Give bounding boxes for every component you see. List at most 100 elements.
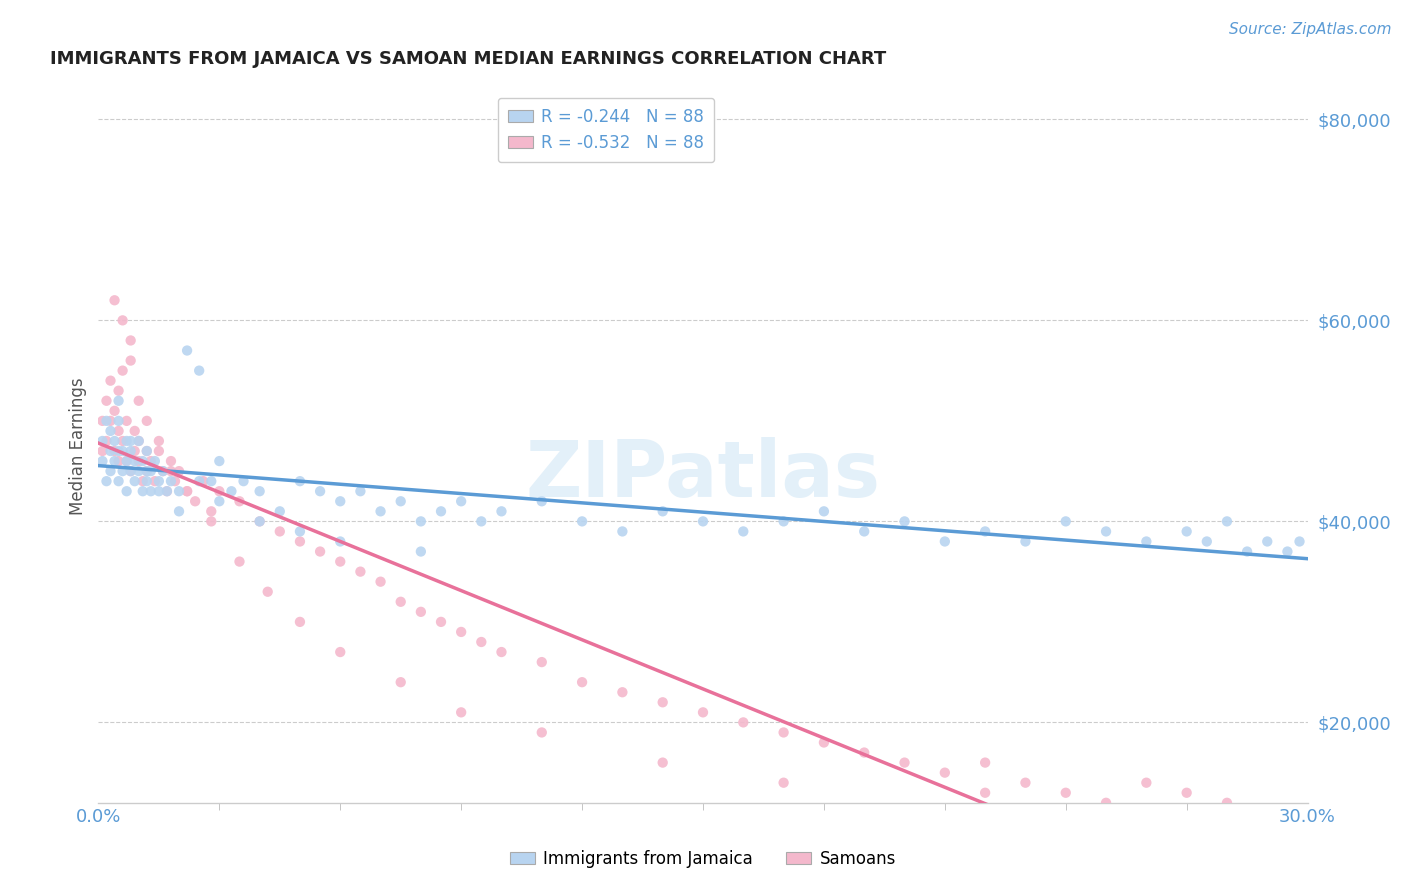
Point bbox=[256, 584, 278, 599]
Point bbox=[208, 494, 231, 508]
Point bbox=[200, 515, 222, 529]
Point bbox=[128, 464, 150, 478]
Point bbox=[470, 635, 492, 649]
Point bbox=[651, 695, 673, 709]
Point bbox=[96, 474, 118, 488]
Point bbox=[1277, 544, 1299, 558]
Point bbox=[288, 524, 311, 539]
Point bbox=[167, 484, 190, 499]
Point bbox=[974, 786, 997, 800]
Point bbox=[107, 414, 129, 428]
Point bbox=[692, 706, 714, 720]
Point bbox=[1095, 796, 1118, 810]
Point bbox=[651, 504, 673, 518]
Point bbox=[329, 534, 352, 549]
Point bbox=[200, 504, 222, 518]
Point bbox=[111, 363, 134, 377]
Point bbox=[120, 464, 142, 478]
Point bbox=[152, 464, 174, 478]
Point bbox=[156, 484, 179, 499]
Point bbox=[100, 424, 122, 438]
Point bbox=[853, 524, 876, 539]
Point bbox=[111, 444, 134, 458]
Point bbox=[288, 615, 311, 629]
Point bbox=[228, 494, 250, 508]
Point bbox=[163, 474, 186, 488]
Point bbox=[389, 595, 412, 609]
Point bbox=[135, 444, 157, 458]
Point bbox=[128, 454, 150, 468]
Point bbox=[208, 484, 231, 499]
Point bbox=[115, 414, 138, 428]
Point bbox=[1256, 534, 1278, 549]
Point bbox=[571, 675, 593, 690]
Point bbox=[111, 464, 134, 478]
Point bbox=[349, 484, 371, 499]
Point bbox=[103, 454, 125, 468]
Point bbox=[1195, 534, 1218, 549]
Point bbox=[132, 454, 155, 468]
Point bbox=[329, 645, 352, 659]
Point bbox=[249, 515, 271, 529]
Point bbox=[692, 515, 714, 529]
Point bbox=[450, 494, 472, 508]
Point bbox=[491, 504, 513, 518]
Point bbox=[167, 504, 190, 518]
Point bbox=[772, 515, 794, 529]
Point bbox=[100, 444, 122, 458]
Point bbox=[124, 424, 146, 438]
Point bbox=[651, 756, 673, 770]
Point bbox=[152, 464, 174, 478]
Point bbox=[135, 414, 157, 428]
Point bbox=[430, 615, 453, 629]
Point bbox=[100, 414, 122, 428]
Point bbox=[132, 484, 155, 499]
Point bbox=[389, 675, 412, 690]
Point bbox=[128, 434, 150, 448]
Point bbox=[288, 534, 311, 549]
Point bbox=[491, 645, 513, 659]
Point bbox=[160, 464, 183, 478]
Point bbox=[389, 494, 412, 508]
Point bbox=[107, 424, 129, 438]
Point bbox=[1288, 534, 1310, 549]
Point bbox=[139, 454, 162, 468]
Text: IMMIGRANTS FROM JAMAICA VS SAMOAN MEDIAN EARNINGS CORRELATION CHART: IMMIGRANTS FROM JAMAICA VS SAMOAN MEDIAN… bbox=[51, 50, 886, 68]
Point bbox=[269, 504, 291, 518]
Point bbox=[329, 555, 352, 569]
Point bbox=[1135, 775, 1157, 789]
Point bbox=[450, 706, 472, 720]
Legend: R = -0.244   N = 88, R = -0.532   N = 88: R = -0.244 N = 88, R = -0.532 N = 88 bbox=[498, 97, 714, 161]
Point bbox=[409, 544, 432, 558]
Point bbox=[612, 524, 634, 539]
Point bbox=[772, 725, 794, 739]
Point bbox=[115, 454, 138, 468]
Point bbox=[139, 484, 162, 499]
Point bbox=[349, 565, 371, 579]
Point bbox=[91, 434, 114, 448]
Point bbox=[269, 524, 291, 539]
Point bbox=[1216, 796, 1239, 810]
Text: Source: ZipAtlas.com: Source: ZipAtlas.com bbox=[1229, 22, 1392, 37]
Point bbox=[612, 685, 634, 699]
Point bbox=[120, 464, 142, 478]
Point bbox=[193, 474, 215, 488]
Point bbox=[530, 655, 553, 669]
Point bbox=[115, 454, 138, 468]
Point bbox=[96, 434, 118, 448]
Point bbox=[124, 444, 146, 458]
Point bbox=[208, 454, 231, 468]
Point bbox=[288, 474, 311, 488]
Point bbox=[148, 474, 170, 488]
Point bbox=[1054, 786, 1077, 800]
Point bbox=[107, 444, 129, 458]
Point bbox=[176, 484, 198, 499]
Point bbox=[370, 574, 392, 589]
Point bbox=[200, 474, 222, 488]
Point bbox=[107, 393, 129, 408]
Point bbox=[91, 414, 114, 428]
Point bbox=[160, 454, 183, 468]
Point bbox=[184, 494, 207, 508]
Point bbox=[148, 444, 170, 458]
Point bbox=[100, 464, 122, 478]
